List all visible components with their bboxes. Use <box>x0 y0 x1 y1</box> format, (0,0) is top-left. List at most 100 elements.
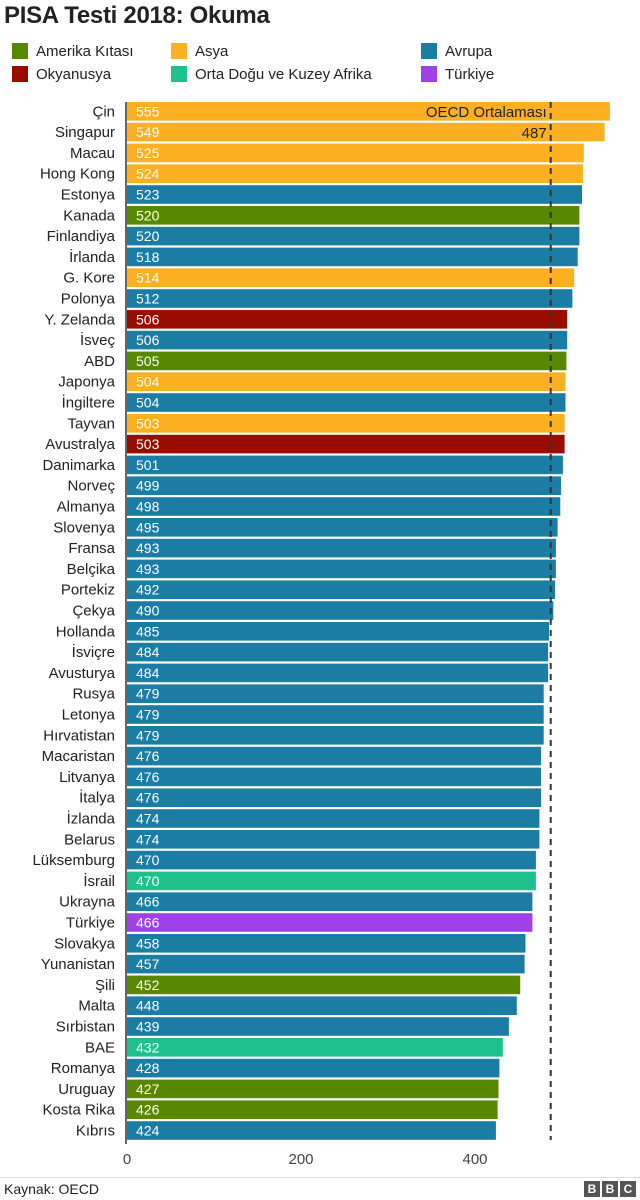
bar-value-label: 505 <box>136 353 160 369</box>
legend-item-americas: Amerika Kıtası <box>12 41 134 61</box>
bar-value-label: 448 <box>136 998 160 1014</box>
category-label: İrlanda <box>69 248 116 266</box>
oecd-average-label: OECD Ortalaması <box>426 104 547 121</box>
bar <box>127 372 566 391</box>
category-label: Japonya <box>58 374 115 391</box>
bar-value-label: 499 <box>136 478 160 494</box>
category-label: Macau <box>70 145 115 162</box>
bar <box>127 684 544 703</box>
legend-label-americas: Amerika Kıtası <box>36 42 134 60</box>
bar-value-label: 474 <box>136 831 160 847</box>
bar <box>127 247 578 267</box>
bar-value-label: 479 <box>136 727 160 743</box>
bar <box>127 934 526 953</box>
bar <box>127 518 558 537</box>
bar <box>127 892 533 911</box>
category-label: Kıbrıs <box>76 1123 115 1140</box>
legend-item-oceania: Okyanusya <box>12 64 111 84</box>
bar-value-label: 549 <box>136 124 160 140</box>
bar-value-label: 427 <box>136 1081 160 1097</box>
legend-swatch-asia <box>171 43 187 59</box>
bar-value-label: 474 <box>136 811 160 827</box>
bar <box>127 830 540 849</box>
bar-value-label: 503 <box>136 415 160 431</box>
bar-value-label: 503 <box>136 436 160 452</box>
bar-value-label: 523 <box>136 187 160 203</box>
bar <box>127 289 573 308</box>
bar <box>127 143 584 163</box>
bar-value-label: 466 <box>136 915 160 931</box>
bar <box>127 663 549 683</box>
category-label: Litvanya <box>59 769 116 786</box>
bar-value-label: 518 <box>136 249 160 265</box>
bar-value-label: 525 <box>136 145 160 161</box>
bar-value-label: 484 <box>136 665 160 681</box>
category-label: Letonya <box>62 707 116 724</box>
bar <box>127 788 542 807</box>
category-label: Kanada <box>63 207 115 224</box>
category-label: Belçika <box>67 561 116 578</box>
bar <box>127 538 556 558</box>
legend-swatch-turkey <box>421 66 437 82</box>
bar <box>127 102 610 121</box>
category-label: Fransa <box>68 540 115 557</box>
category-label: İsrail <box>83 872 115 890</box>
bar-value-label: 476 <box>136 748 160 764</box>
bar <box>127 206 580 225</box>
bar-value-label: 458 <box>136 935 160 951</box>
legend-swatch-europe <box>421 43 437 59</box>
bar <box>127 330 568 350</box>
bar-value-label: 501 <box>136 457 160 473</box>
category-label: Hollanda <box>56 623 116 640</box>
category-label: Danimarka <box>42 457 115 474</box>
bbc-logo-letter: C <box>620 1181 636 1197</box>
category-label: Norveç <box>67 478 115 495</box>
category-label: Portekiz <box>61 582 115 599</box>
category-label: Finlandiya <box>47 228 116 245</box>
legend-label-mena: Orta Doğu ve Kuzey Afrika <box>195 65 372 83</box>
category-label: İngiltere <box>62 394 115 412</box>
category-label: Malta <box>78 998 115 1015</box>
bar-value-label: 492 <box>136 582 160 598</box>
category-label: Y. Zelanda <box>44 311 115 328</box>
category-label: Çekya <box>72 603 115 620</box>
category-label: Ukrayna <box>59 894 116 911</box>
bar-value-label: 439 <box>136 1019 160 1035</box>
bar <box>127 122 605 142</box>
category-label: Estonya <box>61 187 116 204</box>
category-label: Macaristan <box>42 748 115 765</box>
bar <box>127 601 554 620</box>
category-label: Romanya <box>51 1060 116 1077</box>
legend-label-oceania: Okyanusya <box>36 65 112 83</box>
bar-value-label: 506 <box>136 332 160 348</box>
bar-value-label: 504 <box>136 374 160 390</box>
bar-value-label: 452 <box>136 977 160 993</box>
bar-value-label: 514 <box>136 270 160 286</box>
bar-value-label: 520 <box>136 228 160 244</box>
category-label: İsveç <box>80 331 116 349</box>
bbc-logo: B B C <box>584 1181 636 1197</box>
bar-value-label: 504 <box>136 395 160 411</box>
footer-divider <box>0 1177 640 1178</box>
bar <box>127 622 549 641</box>
category-label: Polonya <box>61 291 116 308</box>
bar <box>127 809 540 828</box>
category-label: Çin <box>92 103 115 120</box>
category-label: Şili <box>95 977 115 994</box>
bar-value-label: 498 <box>136 499 160 515</box>
category-label: İzlanda <box>67 810 116 828</box>
bar <box>127 975 521 995</box>
category-label: Avusturya <box>49 665 116 682</box>
bar-value-label: 476 <box>136 769 160 785</box>
bar <box>127 268 575 287</box>
legend-label-europe: Avrupa <box>445 42 493 60</box>
bar-value-label: 466 <box>136 894 160 910</box>
bar-value-label: 470 <box>136 873 160 889</box>
x-tick-label: 200 <box>288 1151 313 1168</box>
category-label: BAE <box>85 1039 115 1056</box>
source-note: Kaynak: OECD <box>4 1181 99 1197</box>
legend-swatch-americas <box>12 43 28 59</box>
bar-value-label: 512 <box>136 291 160 307</box>
legend-swatch-mena <box>171 66 187 82</box>
legend-swatch-oceania <box>12 66 28 82</box>
